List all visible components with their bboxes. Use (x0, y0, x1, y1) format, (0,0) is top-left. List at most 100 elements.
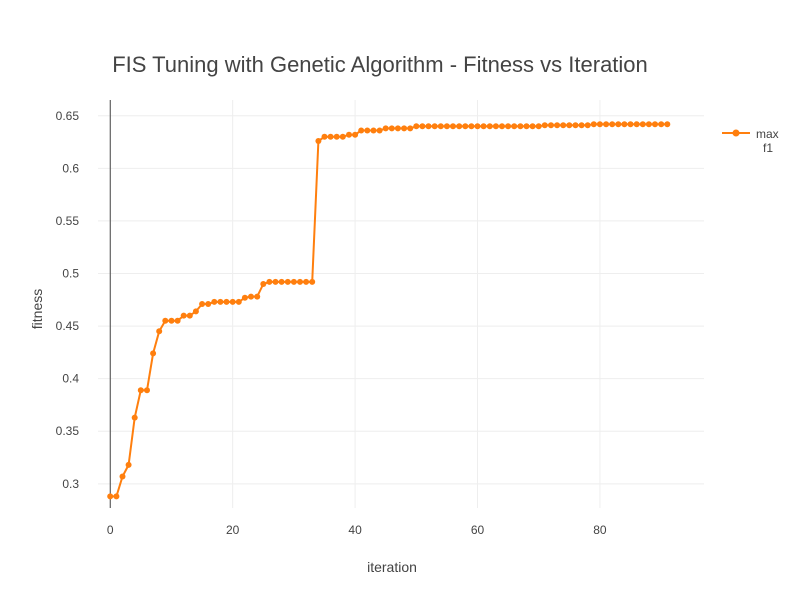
data-point (645, 121, 652, 128)
data-point (248, 293, 254, 300)
data-point (309, 278, 316, 285)
data-point (401, 125, 408, 132)
data-point (658, 121, 665, 128)
data-point (260, 281, 267, 287)
data-point (144, 387, 150, 394)
grid-lines (98, 100, 704, 508)
data-point (541, 122, 548, 129)
series-layer (107, 121, 671, 500)
y-tick-label: 0.3 (62, 477, 79, 491)
legend-label-max: max (756, 127, 779, 141)
data-point (517, 123, 524, 130)
data-point (217, 298, 224, 305)
data-point (339, 133, 346, 140)
y-tick-label: 0.65 (56, 109, 80, 123)
data-point (278, 278, 285, 285)
data-point (456, 123, 463, 130)
data-point (462, 123, 469, 130)
data-point (407, 125, 414, 132)
data-point (535, 123, 542, 130)
y-tick-label: 0.55 (56, 214, 80, 228)
data-point (529, 123, 536, 130)
data-point (388, 125, 395, 132)
data-point (321, 133, 328, 140)
data-point (450, 123, 456, 130)
data-point (554, 122, 561, 129)
data-point (113, 493, 120, 500)
data-point (596, 121, 603, 128)
data-point (468, 123, 475, 130)
legend-marker (732, 129, 740, 137)
data-point (254, 293, 261, 300)
data-point (168, 317, 175, 324)
y-tick-label: 0.6 (62, 161, 79, 175)
data-point (370, 127, 377, 134)
data-point (425, 123, 432, 130)
chart-title: FIS Tuning with Genetic Algorithm - Fitn… (112, 52, 648, 77)
data-point (327, 133, 334, 140)
data-point (376, 127, 383, 134)
data-point (431, 123, 438, 130)
y-tick-label: 0.35 (56, 424, 80, 438)
data-point (211, 298, 218, 305)
data-point (499, 123, 505, 130)
y-tick-label: 0.45 (56, 319, 80, 333)
data-point (150, 350, 157, 357)
x-tick-label: 40 (348, 523, 362, 537)
x-tick-label: 60 (471, 523, 485, 537)
x-tick-label: 20 (226, 523, 240, 537)
y-tick-label: 0.4 (62, 372, 79, 386)
data-point (241, 294, 248, 301)
data-point (505, 123, 512, 130)
data-point (511, 123, 518, 130)
data-point (486, 123, 493, 130)
data-point (180, 312, 187, 319)
data-point (437, 123, 444, 130)
data-point (266, 278, 273, 285)
y-tick-label: 0.5 (62, 267, 79, 281)
data-point (413, 123, 420, 130)
data-point (603, 121, 610, 128)
x-axis-title: iteration (367, 559, 417, 575)
data-point (382, 125, 389, 132)
data-point (119, 473, 126, 480)
data-point (223, 298, 230, 305)
data-point (284, 278, 291, 285)
tick-labels: 0 20 40 60 80 0.3 0.35 0.4 0.45 0.5 0.55 0.6 0.65 (56, 109, 607, 537)
data-point (186, 312, 193, 319)
data-point (290, 278, 297, 285)
data-point (303, 278, 310, 285)
data-point (523, 123, 530, 130)
data-point (652, 121, 658, 128)
data-point (162, 317, 169, 324)
legend[interactable]: max f1 (722, 127, 779, 155)
data-point (609, 121, 616, 128)
data-point (572, 122, 579, 129)
data-point (315, 138, 322, 144)
data-point (358, 127, 365, 134)
data-point (352, 131, 359, 138)
data-point (272, 278, 279, 285)
data-point (615, 121, 622, 128)
x-tick-label: 80 (593, 523, 607, 537)
data-point (633, 121, 640, 128)
data-point (480, 123, 487, 130)
data-point (578, 122, 585, 129)
data-point (125, 461, 132, 468)
data-point (156, 328, 163, 335)
data-point (107, 493, 114, 500)
data-point (492, 123, 499, 130)
data-point (474, 123, 481, 130)
data-point (131, 414, 138, 421)
data-point (560, 122, 567, 129)
data-point (621, 121, 628, 128)
data-point (137, 387, 144, 394)
data-point (394, 125, 401, 132)
data-point (590, 121, 597, 128)
data-point (548, 122, 554, 129)
data-point (627, 121, 634, 128)
x-tick-label: 0 (107, 523, 114, 537)
legend-label-f1: f1 (763, 141, 773, 155)
data-point (364, 127, 371, 134)
